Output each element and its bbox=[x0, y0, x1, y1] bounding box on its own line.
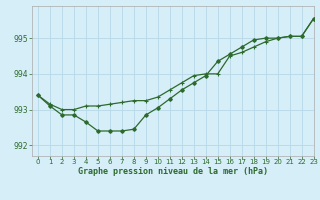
X-axis label: Graphe pression niveau de la mer (hPa): Graphe pression niveau de la mer (hPa) bbox=[78, 167, 268, 176]
